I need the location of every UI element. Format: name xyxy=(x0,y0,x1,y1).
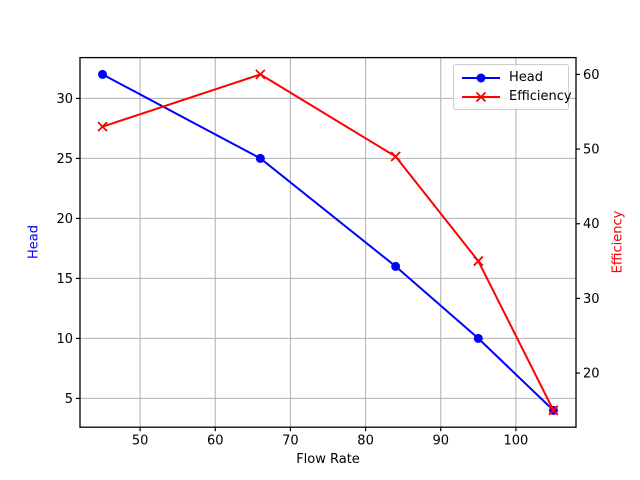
head-legend-sample-icon xyxy=(462,73,500,82)
efficiency-marker xyxy=(473,255,484,267)
y-left-tick-label: 25 xyxy=(56,152,73,167)
x-tick-label: 90 xyxy=(432,434,449,449)
head-series-line xyxy=(102,73,555,412)
x-tick-label: 100 xyxy=(503,434,528,449)
efficiency-marker xyxy=(255,69,266,80)
legend: Head Efficiency xyxy=(453,64,572,110)
y-left-tick-label: 10 xyxy=(56,332,73,347)
efficiency-marker xyxy=(390,151,401,162)
y-right-tick-label: 50 xyxy=(583,143,600,158)
legend-item-head: Head xyxy=(461,68,561,87)
head-marker xyxy=(255,153,265,163)
y-axis-label-right: Efficiency xyxy=(610,210,626,274)
head-marker xyxy=(473,333,483,343)
efficiency-series-line xyxy=(102,73,555,411)
x-axis-label: Flow Rate xyxy=(296,452,360,467)
x-tick-label: 60 xyxy=(207,434,224,449)
y-right-tick-label: 20 xyxy=(583,367,600,382)
y-right-tick-label: 40 xyxy=(583,217,600,232)
legend-label-head: Head xyxy=(509,70,543,85)
head-marker xyxy=(98,69,108,79)
y-right-tick-label: 60 xyxy=(583,68,600,83)
x-tick-label: 50 xyxy=(132,434,149,449)
x-tick-label: 80 xyxy=(357,434,374,449)
y-left-tick-label: 20 xyxy=(56,212,73,227)
legend-item-efficiency: Efficiency xyxy=(461,87,572,106)
y-left-tick-label: 30 xyxy=(56,92,73,107)
y-left-tick-label: 15 xyxy=(56,272,73,287)
y-right-tick-label: 30 xyxy=(583,292,600,307)
y-left-tick-label: 5 xyxy=(65,392,73,407)
efficiency-marker xyxy=(97,121,108,132)
legend-label-efficiency: Efficiency xyxy=(509,89,572,104)
head-marker xyxy=(391,261,401,271)
y-axis-label-left: Head xyxy=(26,225,42,259)
axes-spines xyxy=(79,56,577,428)
efficiency-marker xyxy=(548,405,559,416)
efficiency-legend-sample-icon xyxy=(462,91,500,102)
x-tick-label: 70 xyxy=(282,434,299,449)
